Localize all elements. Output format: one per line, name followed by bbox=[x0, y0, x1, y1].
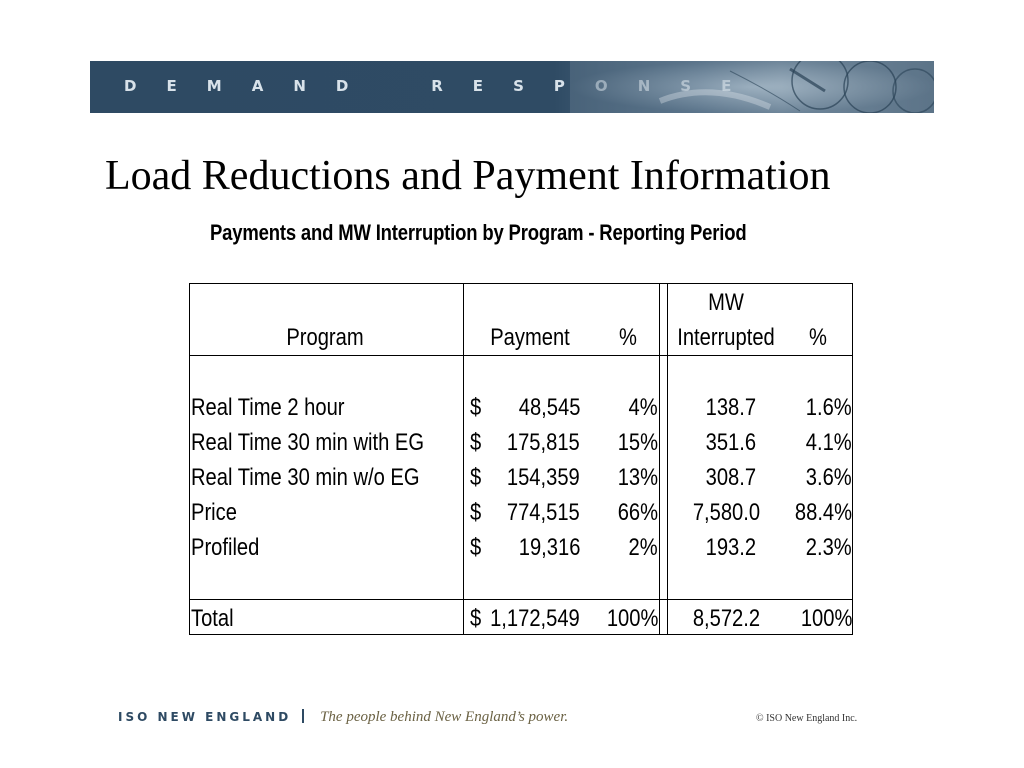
row-payment-percent: 13% bbox=[617, 464, 658, 491]
total-mw: 8,572.2 bbox=[692, 605, 760, 632]
header-mw-line2: Interrupted bbox=[677, 324, 775, 351]
row-mw: 308.7 bbox=[705, 464, 756, 491]
header-program: Program bbox=[286, 324, 364, 351]
footer: ISO NEW ENGLAND The people behind New En… bbox=[118, 708, 568, 726]
footer-separator bbox=[301, 709, 304, 723]
row-payment-percent: 66% bbox=[617, 499, 658, 526]
kilowatt-meter-image bbox=[570, 61, 934, 113]
page-title: Load Reductions and Payment Information bbox=[105, 153, 831, 199]
total-label: Total bbox=[191, 605, 234, 632]
footer-brand: ISO NEW ENGLAND bbox=[118, 710, 292, 724]
row-currency: $ bbox=[470, 534, 482, 561]
total-payment: 1,172,549 bbox=[490, 605, 580, 632]
header-mw-percent: % bbox=[809, 324, 827, 351]
row-payment-percent: 4% bbox=[628, 394, 658, 421]
row-mw-percent: 2.3% bbox=[806, 534, 852, 561]
total-divider bbox=[190, 599, 852, 600]
row-mw: 351.6 bbox=[705, 429, 756, 456]
total-currency: $ bbox=[470, 605, 482, 632]
row-currency: $ bbox=[470, 464, 482, 491]
header-divider bbox=[190, 355, 852, 356]
copyright: © ISO New England Inc. bbox=[756, 713, 858, 724]
row-payment: 175,815 bbox=[507, 429, 580, 456]
column-divider bbox=[667, 284, 668, 634]
header-payment-percent: % bbox=[619, 324, 637, 351]
column-divider bbox=[659, 284, 660, 634]
row-payment: 48,545 bbox=[518, 394, 580, 421]
header-payment: Payment bbox=[490, 324, 570, 351]
table-subtitle: Payments and MW Interruption by Program … bbox=[210, 220, 747, 245]
row-program: Price bbox=[191, 499, 237, 526]
footer-tagline: The people behind New England’s power. bbox=[320, 709, 569, 725]
row-mw: 7,580.0 bbox=[692, 499, 760, 526]
row-program: Real Time 2 hour bbox=[191, 394, 345, 421]
row-payment-percent: 15% bbox=[617, 429, 658, 456]
row-currency: $ bbox=[470, 394, 482, 421]
column-divider bbox=[463, 284, 464, 634]
row-payment: 774,515 bbox=[507, 499, 580, 526]
total-mw-percent: 100% bbox=[800, 605, 852, 632]
row-mw: 138.7 bbox=[705, 394, 756, 421]
row-mw-percent: 3.6% bbox=[806, 464, 852, 491]
row-mw-percent: 88.4% bbox=[794, 499, 852, 526]
row-program: Real Time 30 min w/o EG bbox=[191, 464, 420, 491]
row-currency: $ bbox=[470, 429, 482, 456]
row-program: Profiled bbox=[191, 534, 260, 561]
row-currency: $ bbox=[470, 499, 482, 526]
row-payment: 154,359 bbox=[507, 464, 580, 491]
row-program: Real Time 30 min with EG bbox=[191, 429, 425, 456]
header-mw-line1: MW bbox=[708, 289, 744, 316]
row-mw-percent: 4.1% bbox=[806, 429, 852, 456]
row-mw-percent: 1.6% bbox=[806, 394, 852, 421]
row-mw: 193.2 bbox=[705, 534, 756, 561]
total-payment-percent: 100% bbox=[606, 605, 658, 632]
row-payment-percent: 2% bbox=[628, 534, 658, 561]
payments-table: Program Payment % MW Interrupted % Real … bbox=[189, 283, 853, 635]
header-banner: D E M A N D R E S P O N S E bbox=[90, 61, 934, 113]
row-payment: 19,316 bbox=[518, 534, 580, 561]
